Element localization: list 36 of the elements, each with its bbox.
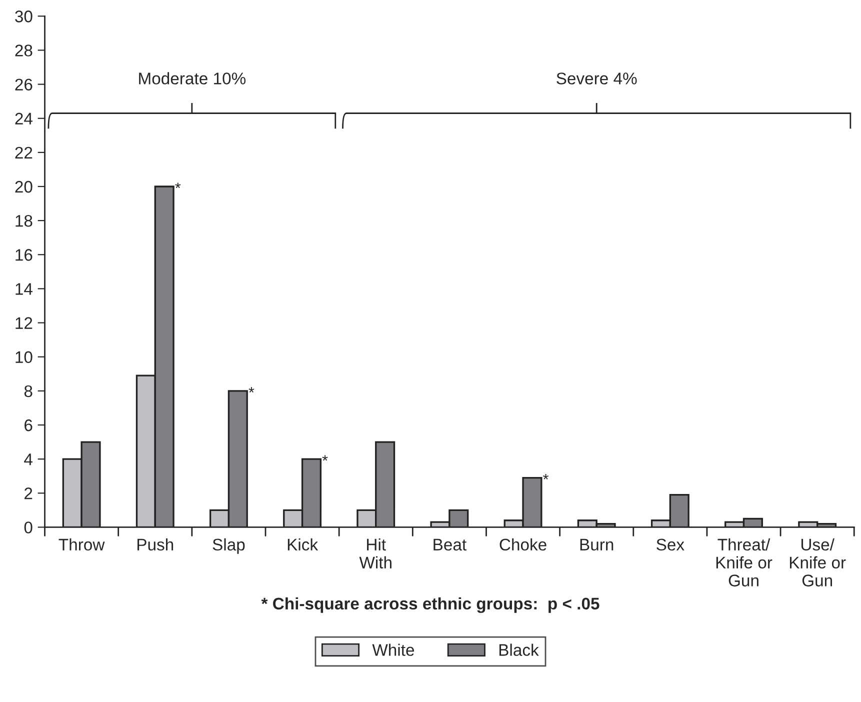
y-tick-label: 4: [24, 454, 32, 466]
annotation: *: [543, 474, 549, 480]
x-tick-label: Threat/ Knife or Gun: [716, 538, 772, 586]
x-tick-label: Hit With: [359, 538, 392, 568]
legend-label: Black: [499, 644, 539, 656]
x-tick-label: Beat: [434, 538, 466, 551]
y-tick-label: 12: [16, 317, 32, 329]
y-tick-label: 16: [16, 249, 32, 261]
annotation: Severe 4%: [556, 72, 637, 84]
y-tick-label: 2: [24, 488, 32, 500]
y-tick-label: 20: [15, 180, 32, 193]
y-tick-label: 0: [24, 522, 32, 534]
x-tick-label: Sex: [656, 538, 684, 551]
x-tick-label: Burn: [580, 538, 614, 551]
x-tick-label: Throw: [58, 538, 105, 551]
legend-label: White: [372, 644, 414, 656]
y-tick-label: 22: [15, 146, 32, 158]
y-tick-label: 30: [15, 10, 32, 22]
x-tick-label: Choke: [500, 538, 546, 551]
y-tick-label: 18: [16, 214, 32, 227]
x-tick-label: Push: [138, 538, 174, 551]
y-tick-label: 24: [15, 112, 32, 124]
annotation: *: [322, 455, 328, 461]
y-tick-label: 26: [15, 78, 32, 90]
x-tick-label: Slap: [212, 538, 245, 554]
y-tick-label: 28: [15, 44, 32, 56]
y-tick-label: 8: [24, 385, 32, 398]
annotation: *: [248, 387, 254, 392]
x-tick-label: Use/ Knife or Gun: [790, 538, 846, 586]
annotation: *: [175, 182, 181, 188]
y-tick-label: 10: [16, 351, 32, 364]
y-tick-label: 6: [24, 419, 32, 432]
y-tick-label: 14: [16, 283, 32, 295]
annotation: Moderate 10%: [139, 72, 246, 84]
x-tick-label: Kick: [288, 538, 318, 551]
text: * Chi-square across ethnic groups: p < .05: [261, 597, 600, 613]
